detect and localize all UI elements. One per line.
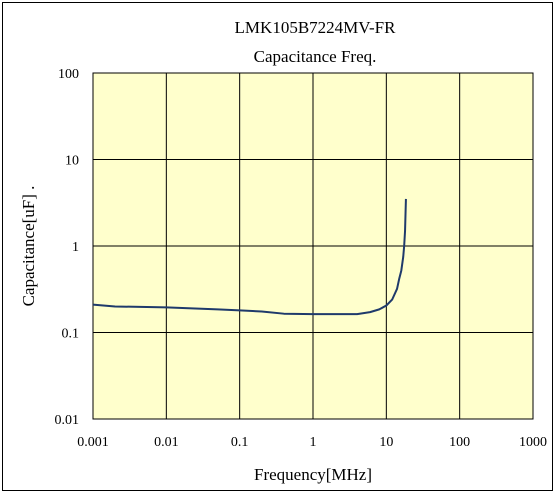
series-group	[92, 198, 407, 316]
x-tick-label: 0.01	[154, 435, 179, 450]
tick-labels: 0.001 0.01 0.1 1 10 100 1000 0.01 0.1 1 10 100	[55, 67, 548, 450]
chart-subtitle: Capacitance Freq.	[254, 47, 377, 66]
y-tick-label: 10	[65, 154, 79, 169]
y-tick-label: 0.1	[62, 327, 80, 342]
x-tick-label: 10	[379, 435, 393, 450]
y-tick-label: 0.01	[55, 413, 80, 428]
capacitance-series-line	[92, 198, 407, 316]
x-tick-label: 100	[449, 435, 470, 450]
y-axis-label: Capacitance[uF] .	[19, 186, 38, 307]
x-tick-label: 1000	[519, 435, 547, 450]
x-axis-label: Frequency[MHz]	[254, 465, 372, 484]
grid-lines	[93, 73, 533, 419]
x-tick-label: 1	[310, 435, 317, 450]
x-tick-label: 0.001	[77, 435, 109, 450]
y-tick-label: 100	[58, 67, 79, 82]
chart-title: LMK105B7224MV-FR	[235, 18, 397, 37]
y-tick-label: 1	[72, 240, 79, 255]
x-tick-label: 0.1	[231, 435, 249, 450]
